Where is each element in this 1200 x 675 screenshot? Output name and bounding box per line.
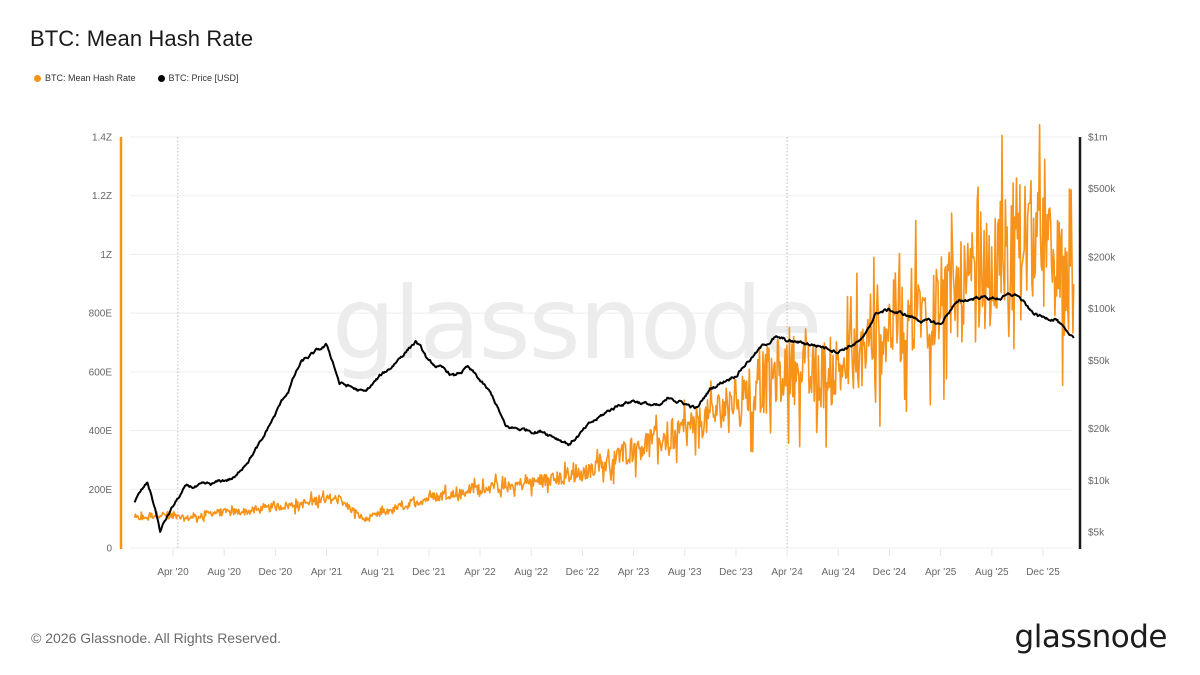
legend-label-hash-rate: BTC: Mean Hash Rate [45,73,136,83]
price-line[interactable] [133,292,1075,533]
x-axis-tick: Aug '25 [975,567,1009,578]
x-axis-tick: Aug '21 [361,567,395,578]
right-axis-tick: $100k [1088,304,1116,315]
gridlines [130,136,1072,549]
x-axis-tick: Dec '22 [566,567,600,578]
left-axis-tick: 1.4Z [92,133,112,144]
left-axis-tick: 0 [106,544,112,555]
x-axis-tick: Apr '20 [157,567,189,578]
left-axis-labels: 0 200E 400E 600E 800E 1Z 1.2Z 1.4Z [89,133,113,555]
right-axis-tick: $1m [1088,133,1107,144]
legend-item-price[interactable]: BTC: Price [USD] [157,73,239,83]
hash-rate-line[interactable] [133,124,1075,524]
x-axis-tick: Aug '23 [668,567,702,578]
legend-label-price: BTC: Price [USD] [168,73,239,83]
right-axis-tick: $5k [1088,528,1105,539]
x-axis-tick: Dec '24 [873,567,907,578]
x-axis-tick: Apr '23 [618,567,650,578]
left-axis-tick: 800E [89,309,113,320]
left-axis-tick: 400E [89,426,113,437]
legend-dot-black-icon [157,74,165,82]
legend: BTC: Mean Hash Rate BTC: Price [USD] [34,73,239,83]
left-axis-tick: 1Z [100,250,112,261]
right-axis-tick: $10k [1088,476,1111,487]
x-axis-tick: Aug '20 [207,567,241,578]
x-axis-labels: Apr '20 Aug '20 Dec '20 Apr '21 Aug '21 Dec '… [157,549,1060,578]
left-axis-tick: 1.2Z [92,191,112,202]
legend-item-hash-rate[interactable]: BTC: Mean Hash Rate [34,73,136,83]
right-axis-tick: $500k [1088,184,1116,195]
right-axis-tick: $20k [1088,424,1111,435]
x-axis-tick: Aug '24 [821,567,855,578]
x-axis-tick: Dec '20 [259,567,293,578]
x-axis-tick: Apr '21 [311,567,343,578]
watermark: glassnode [332,265,820,382]
glassnode-logo[interactable]: glassnode [1014,619,1168,655]
left-axis-tick: 600E [89,367,113,378]
x-axis-tick: Apr '25 [925,567,957,578]
right-axis-tick: $50k [1088,356,1111,367]
x-axis-tick: Dec '25 [1026,567,1060,578]
x-axis-tick: Dec '21 [412,567,446,578]
right-axis-labels: $5k $10k $20k $50k $100k $200k $500k $1m [1088,133,1116,539]
copyright-text: © 2026 Glassnode. All Rights Reserved. [31,630,282,646]
x-axis-tick: Apr '24 [771,567,803,578]
x-axis-tick: Dec '23 [719,567,753,578]
legend-dot-orange-icon [34,74,41,82]
x-axis-tick: Aug '22 [514,567,548,578]
chart-title: BTC: Mean Hash Rate [30,26,254,51]
series-layer [133,124,1075,533]
right-axis-tick: $200k [1088,252,1116,263]
x-axis-tick: Apr '22 [464,567,496,578]
left-axis-tick: 200E [89,485,113,496]
